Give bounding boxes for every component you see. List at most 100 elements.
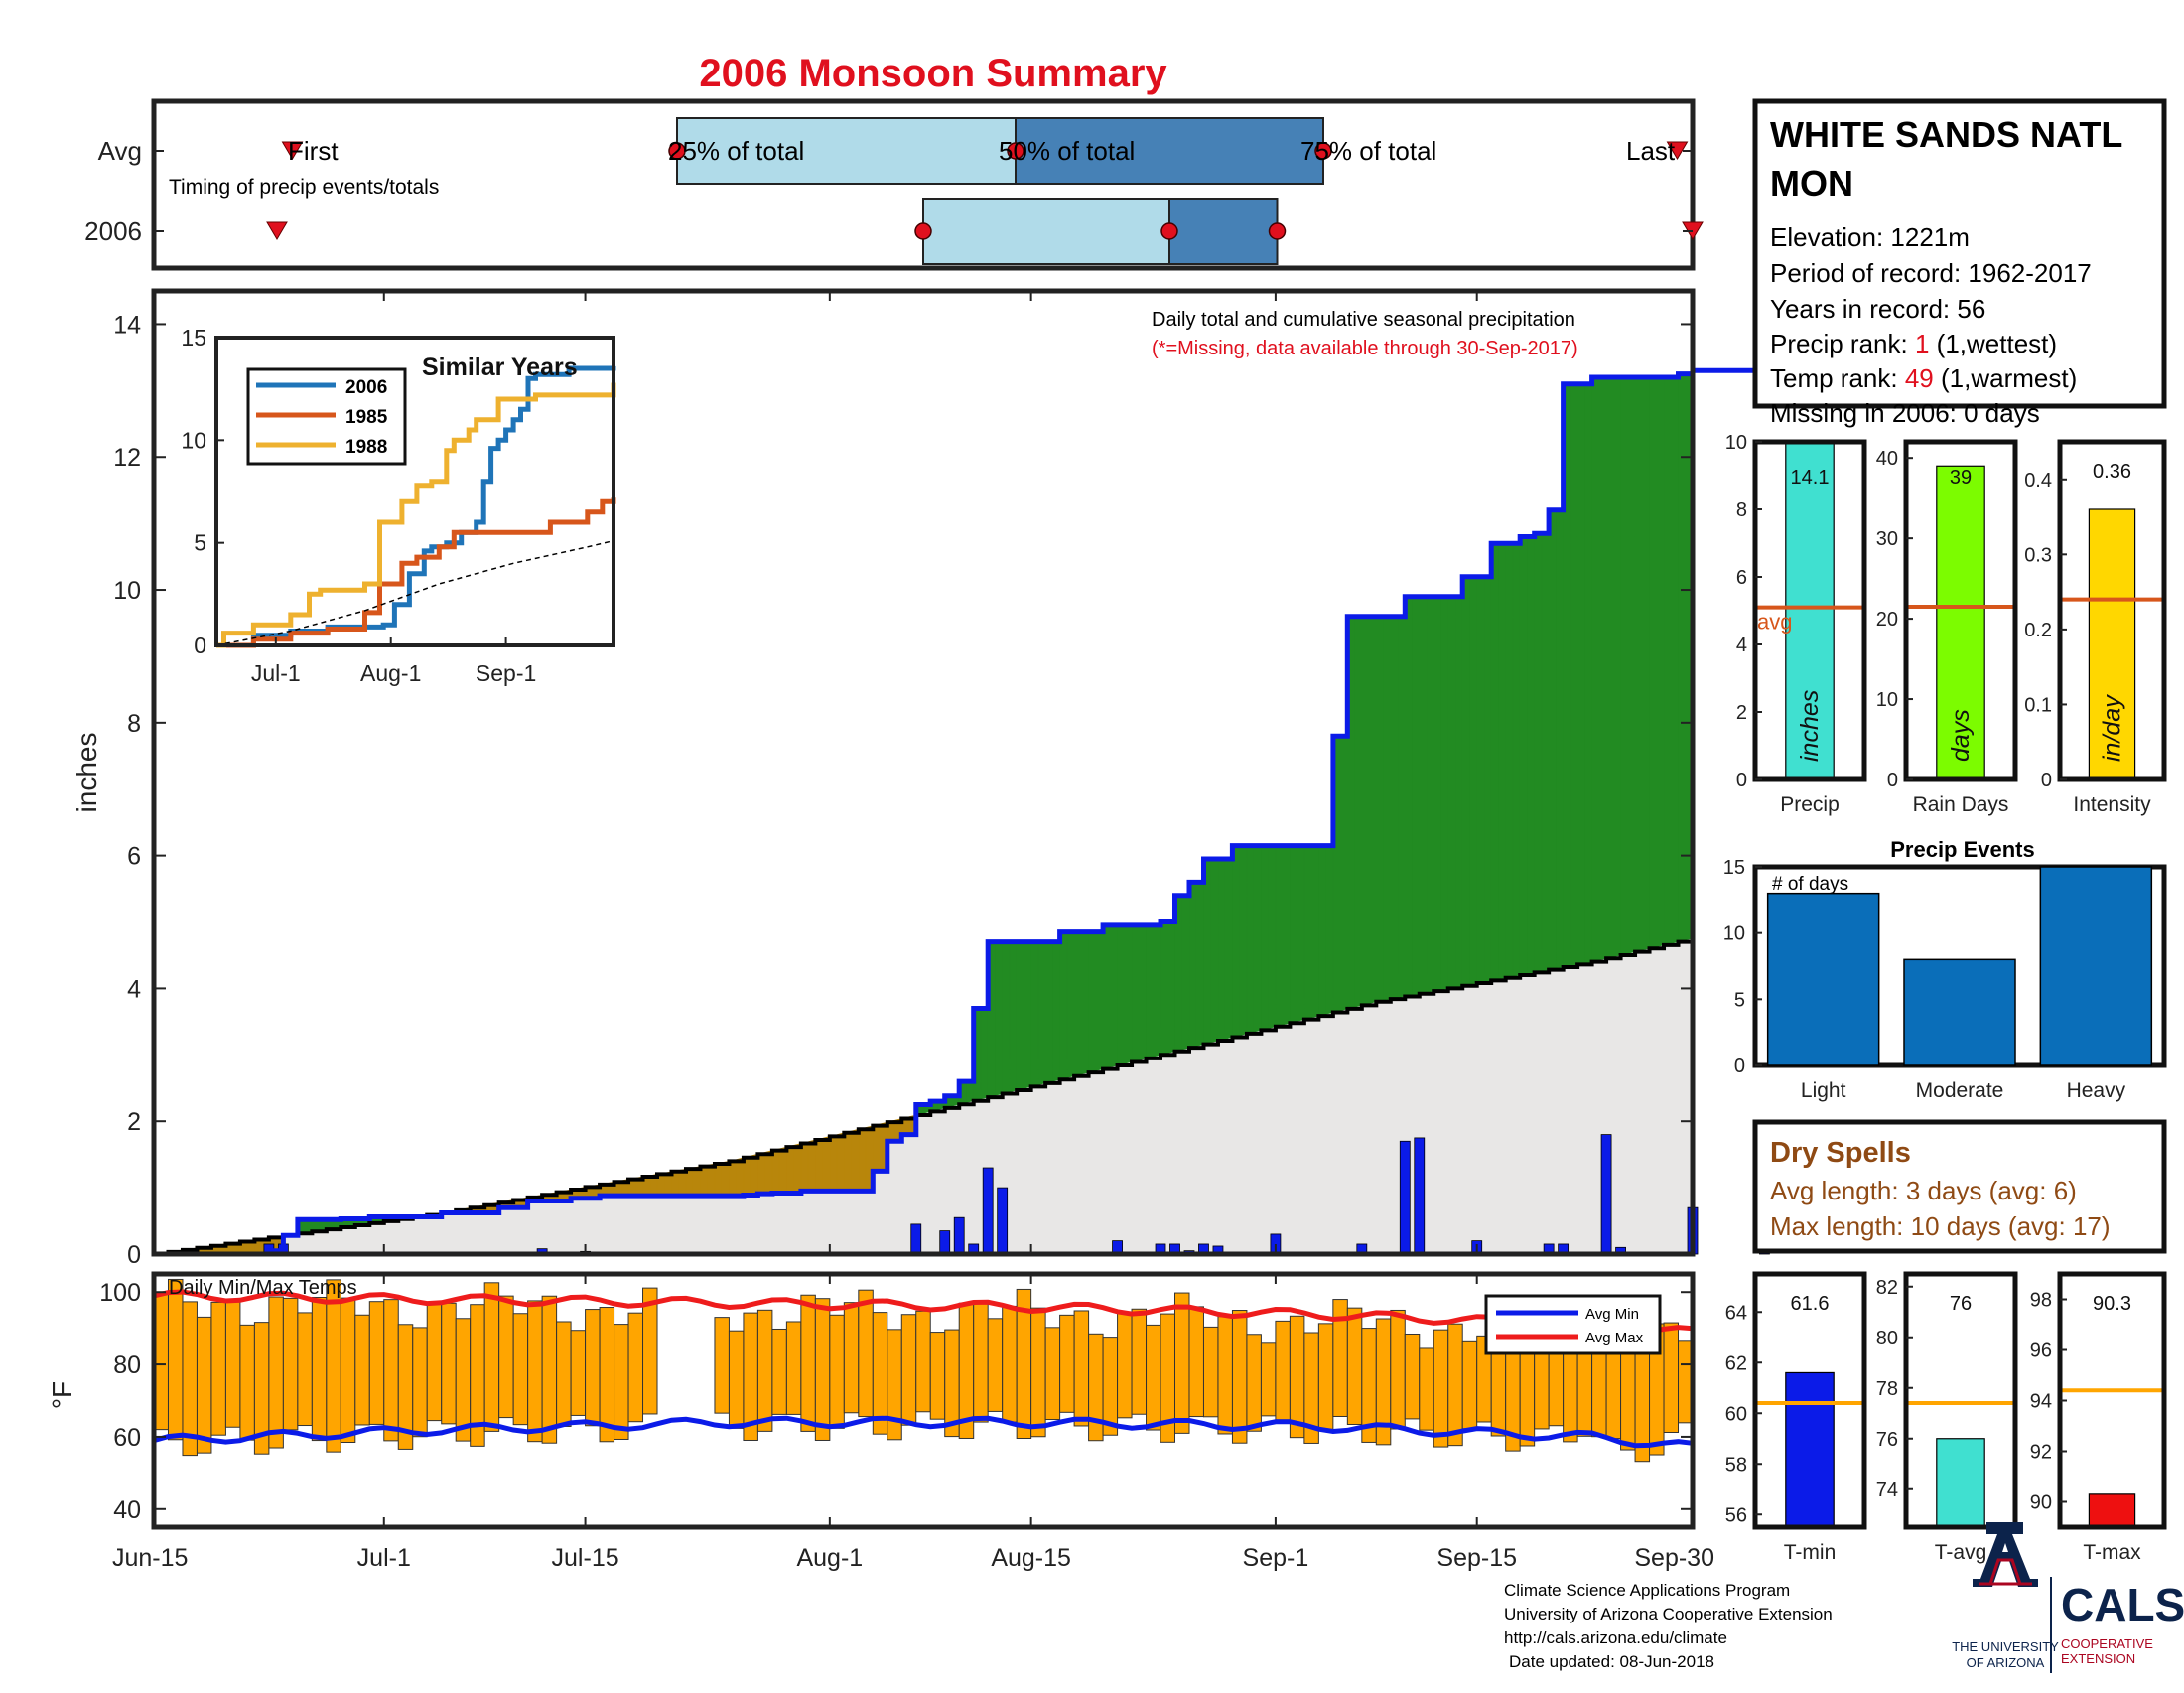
- avg-last-marker: [1666, 141, 1689, 160]
- y2006-first-marker: [266, 221, 288, 240]
- t-avg-label: T-avg: [1935, 1541, 1987, 1564]
- t-max-tick-label: 98: [2030, 1290, 2052, 1312]
- temp-legend: [1484, 1294, 1662, 1355]
- x-tick-label: Sep-30: [1634, 1544, 1714, 1572]
- timing-caption: Timing of precip events/totals: [169, 176, 439, 199]
- t-avg-tick-label: 74: [1876, 1480, 1898, 1501]
- logos: THE UNIVERSITY OF ARIZONA CALS COOPERATI…: [1952, 1522, 2184, 1673]
- t-max-tick-label: 94: [2030, 1391, 2052, 1413]
- daily-temp-bar: [1433, 1329, 1449, 1448]
- ua-logo-line2: OF ARIZONA: [1967, 1655, 2045, 1670]
- daily-temp-bar: [973, 1302, 989, 1423]
- daily-temp-bar: [210, 1301, 226, 1436]
- precip-y-tick-label: 0: [127, 1241, 141, 1269]
- average-cumulative-area: [154, 938, 1693, 1254]
- events-bars: Light Moderate Heavy 0 5 10 15: [1723, 857, 2153, 1102]
- daily-temp-bar: [756, 1309, 773, 1432]
- daily-temp-bar: [858, 1289, 874, 1418]
- avg-min-line: [153, 1415, 1694, 1449]
- daily-temp-bar: [1317, 1323, 1334, 1430]
- dry-frame: [1752, 1119, 2167, 1254]
- daily-temp-bar: [929, 1332, 946, 1420]
- precip-total-average-label: avg: [1757, 610, 1792, 635]
- t-min-value: 61.6: [1791, 1293, 1830, 1315]
- rain-days-tick-label: 10: [1876, 689, 1898, 711]
- legend-label-avg-min: Avg Min: [1585, 1306, 1639, 1323]
- temp-summary-panels: 56 58 60 62 64 61.6 T-min 74 76 78 80 82 76 T-avg 90 92…: [1725, 1271, 2167, 1564]
- daily-temp-bar: [412, 1327, 428, 1438]
- daily-precip-bar: [997, 1187, 1009, 1255]
- daily-temp-bar: [383, 1299, 399, 1442]
- inset-x-tick-label: Aug-1: [360, 660, 421, 686]
- intensity-label: Intensity: [2073, 793, 2151, 816]
- q25-label: 25% of total: [668, 136, 804, 166]
- inset-lines: [215, 365, 616, 648]
- intensity-frame: [2057, 439, 2167, 782]
- daily-temp-bar: [887, 1329, 902, 1441]
- daily-temp-bar: [1059, 1314, 1075, 1413]
- avg-max-line: [153, 1289, 1694, 1336]
- daily-temp-bar: [915, 1310, 931, 1413]
- t-min-tick-label: 60: [1725, 1403, 1747, 1425]
- t-max-tick-label: 92: [2030, 1442, 2052, 1464]
- daily-temp-bar: [642, 1287, 658, 1415]
- daily-temp-bar: [224, 1301, 241, 1428]
- inset-average-line: [215, 539, 614, 646]
- temp-y-tick-label: 60: [113, 1424, 141, 1452]
- missing-days: Missing in 2006: 0 days: [1770, 398, 2040, 428]
- daily-temp-bar: [1419, 1347, 1434, 1431]
- daily-temp-bar: [239, 1324, 255, 1441]
- daily-temp-bars: [153, 1278, 1694, 1463]
- inset-frame: [214, 336, 615, 647]
- daily-precip-bar: [1600, 1134, 1612, 1255]
- daily-precip-bar: [1399, 1140, 1411, 1255]
- rain-days-value: 39: [1950, 467, 1972, 489]
- daily-temp-bar: [167, 1278, 184, 1441]
- daily-temp-bar: [570, 1330, 587, 1416]
- x-tick-label: Sep-15: [1436, 1544, 1517, 1572]
- daily-temp-bar: [196, 1316, 212, 1454]
- y2006-q25-marker: [914, 222, 932, 240]
- t-max-value: 90.3: [2093, 1293, 2131, 1315]
- temp-caption: Daily Min/Max Temps: [169, 1277, 357, 1299]
- footer-line2: University of Arizona Cooperative Extens…: [1504, 1605, 1833, 1623]
- legend-label-1985: 1985: [345, 407, 388, 428]
- t-avg-value: 76: [1950, 1293, 1972, 1315]
- temp-rank: Temp rank: 49 (1,warmest): [1770, 363, 2077, 393]
- legend-label-avg-max: Avg Max: [1585, 1330, 1644, 1346]
- t-max-tick-label: 96: [2030, 1340, 2052, 1362]
- daily-temp-bar: [1073, 1310, 1090, 1427]
- temp-y-axis-label: °F: [47, 1381, 77, 1409]
- y2006-q75-marker: [1268, 222, 1287, 240]
- daily-temp-bar: [512, 1313, 529, 1426]
- daily-temp-bar: [1088, 1333, 1104, 1442]
- precip-y-tick-label: 6: [127, 843, 141, 871]
- daily-temp-bar: [1461, 1340, 1478, 1430]
- first-label: First: [288, 136, 339, 166]
- similar-years-inset: 0 5 10 15 Jul-1 Aug-1 Sep-1 Similar Years 2006…: [181, 325, 616, 686]
- x-tick-label: Sep-1: [1243, 1544, 1309, 1572]
- daily-temp-bar: [354, 1314, 370, 1426]
- precip-total-tick-label: 6: [1736, 567, 1747, 589]
- daily-temp-bar: [627, 1312, 644, 1423]
- inset-y-tick-label: 0: [194, 633, 206, 658]
- dry-avg-length: Avg length: 3 days (avg: 6): [1770, 1176, 2077, 1205]
- inset-y-tick-label: 15: [181, 325, 206, 351]
- avg-first-marker: [281, 141, 304, 160]
- daily-temp-bar: [1188, 1306, 1204, 1418]
- avg-q25-marker: [668, 142, 686, 160]
- ua-logo-line1: THE UNIVERSITY: [1952, 1639, 2059, 1654]
- daily-temp-bar: [728, 1330, 745, 1429]
- daily-temp-bar: [1289, 1315, 1305, 1439]
- daily-temp-bar: [326, 1279, 341, 1453]
- intensity-tick-label: 0.2: [2024, 620, 2052, 641]
- inset-line-1985: [216, 497, 616, 648]
- x-tick-label: Jul-15: [552, 1544, 619, 1572]
- daily-temp-bar: [771, 1328, 787, 1415]
- avg-q25-q50-box: [676, 117, 1017, 185]
- x-tick-label: Jun-15: [112, 1544, 188, 1572]
- inset-x-tick-label: Jul-1: [251, 660, 301, 686]
- t-avg-tick-label: 76: [1876, 1429, 1898, 1451]
- daily-temp-bar: [900, 1314, 917, 1426]
